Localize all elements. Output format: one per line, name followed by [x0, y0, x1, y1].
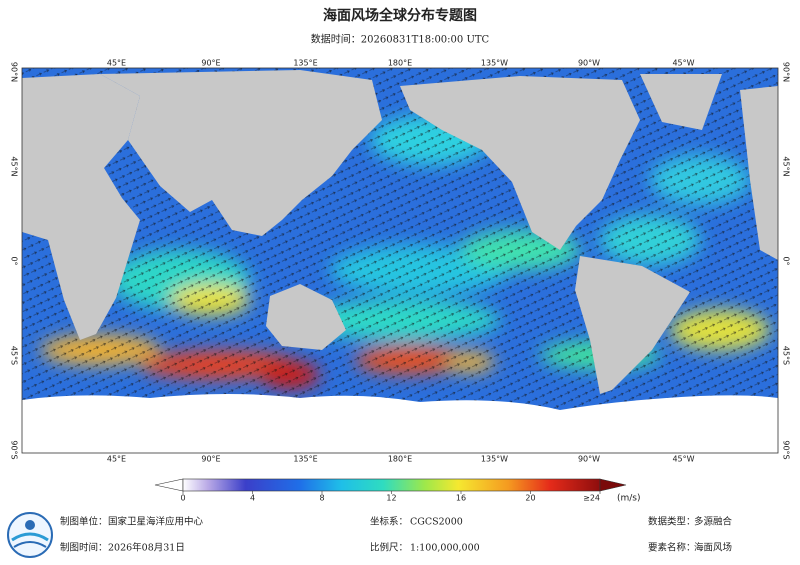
- footer: 制图单位： 国家卫星海洋应用中心 坐标系： CGCS2000 数据类型： 多源融…: [60, 516, 733, 554]
- colorbar-tick-label: 4: [250, 494, 255, 503]
- lon-label: 90°W: [578, 455, 600, 464]
- antarctica: [22, 394, 778, 453]
- scale: 1:100,000,000: [410, 543, 480, 554]
- lon-label: 45°E: [107, 59, 126, 68]
- colorbar-tick-label: 8: [319, 494, 324, 503]
- data-type-label: 数据类型：: [648, 516, 696, 528]
- lat-label: 45°N: [10, 156, 19, 176]
- lon-label: 90°E: [201, 59, 220, 68]
- lat-label: 90°N: [10, 62, 19, 82]
- colorbar-tick-label: ≥24: [583, 494, 600, 503]
- lat-label: 90°S: [10, 440, 19, 459]
- element: 海面风场: [694, 542, 732, 554]
- lat-label: 90°S: [782, 440, 791, 459]
- lat-label: 90°N: [782, 62, 791, 82]
- land: [22, 70, 778, 394]
- colorbar-unit: (m/s): [617, 494, 641, 504]
- scale-label: 比例尺：: [370, 542, 408, 554]
- date-label: 制图时间：: [60, 542, 108, 554]
- lat-label: 0°: [782, 256, 791, 265]
- lon-label: 90°E: [201, 455, 220, 464]
- lon-label: 45°W: [672, 455, 694, 464]
- data-type: 多源融合: [694, 516, 733, 528]
- lat-label: 45°S: [782, 346, 791, 365]
- lon-label: 135°E: [293, 59, 317, 68]
- lon-label: 180°E: [388, 59, 412, 68]
- colorbar-tick-label: 12: [386, 494, 396, 503]
- colorbar-tick-label: 0: [180, 494, 185, 503]
- colorbar: 0 4 8 12 16 20 ≥24 (m/s): [154, 478, 641, 504]
- map: [22, 68, 778, 453]
- lat-label: 0°: [10, 256, 19, 265]
- producer-label: 制图单位：: [60, 516, 108, 528]
- graticule-labels: 45°E 45°E 90°E 90°E 135°E 135°E 180°E 180°E 135°…: [10, 59, 791, 464]
- lon-label: 45°W: [672, 59, 694, 68]
- lon-label: 180°E: [388, 455, 412, 464]
- lat-label: 45°N: [782, 156, 791, 176]
- subtitle: 数据时间：20260831T18:00:00 UTC: [311, 33, 490, 46]
- crs-label: 坐标系：: [370, 516, 408, 528]
- lon-label: 90°W: [578, 59, 600, 68]
- lon-label: 135°W: [481, 59, 508, 68]
- colorbar-tick-label: 16: [456, 494, 466, 503]
- producer: 国家卫星海洋应用中心: [108, 516, 204, 528]
- lat-label: 45°S: [10, 346, 19, 365]
- date: 2026年08月31日: [108, 542, 185, 554]
- lon-label: 45°E: [107, 455, 126, 464]
- colorbar-tick-label: 20: [525, 494, 535, 503]
- element-label: 要素名称：: [648, 542, 696, 554]
- logo: [7, 512, 53, 558]
- crs: CGCS2000: [410, 517, 463, 528]
- lon-label: 135°E: [293, 455, 317, 464]
- map-frame: [21, 67, 779, 454]
- title: 海面风场全球分布专题图: [323, 7, 477, 24]
- lon-label: 135°W: [481, 455, 508, 464]
